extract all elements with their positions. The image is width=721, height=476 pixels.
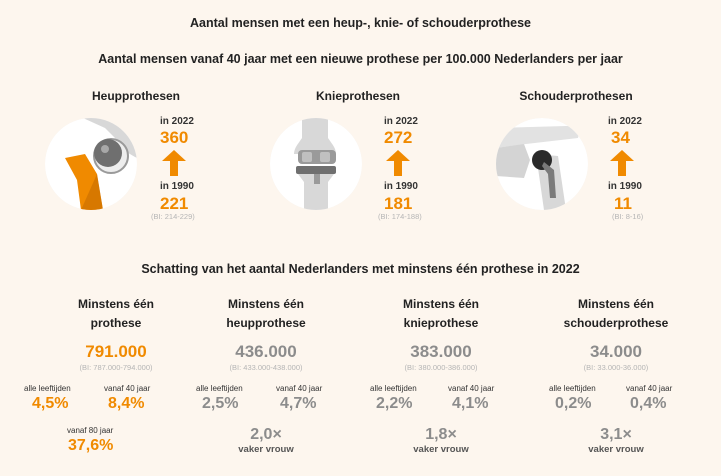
shoulder-label-2022: in 2022 xyxy=(608,116,642,127)
card-hip-title-line1: Minstens één xyxy=(227,297,305,311)
card-knee-age40-pct: 4,1% xyxy=(452,395,489,412)
card-shoulder-total: 34.000 xyxy=(590,342,642,361)
card-knee-times-label: vaker vrouw xyxy=(413,444,469,455)
card-shoulder-all-ages-label: alle leeftijden xyxy=(549,384,596,393)
shoulder-arrow-up-icon xyxy=(610,150,634,176)
card-hip-age40-pct: 4,7% xyxy=(280,395,317,412)
knee-arrow-up-icon xyxy=(386,150,410,176)
card-hip-times-label: vaker vrouw xyxy=(238,444,294,455)
page-title: Aantal mensen met een heup-, knie- of sc… xyxy=(189,16,532,30)
card-hip-total: 436.000 xyxy=(235,342,297,361)
card-knee-title-line2: knieprothese xyxy=(403,316,479,330)
card-knee-ci: (BI: 380.000-386.000) xyxy=(404,363,478,372)
card-shoulder-all-ages-pct: 0,2% xyxy=(555,395,592,412)
hip-joint-icon xyxy=(45,118,137,210)
hip-value-1990: 221 xyxy=(160,194,189,213)
hip-label-1990: in 1990 xyxy=(160,181,194,192)
card-knee-all-ages-pct: 2,2% xyxy=(376,395,413,412)
knee-ci-1990: (BI: 174-188) xyxy=(378,212,422,221)
card-shoulder-age40-pct: 0,4% xyxy=(630,395,667,412)
card-hip-all-ages-label: alle leeftijden xyxy=(196,384,243,393)
card-knee-title-line1: Minstens één xyxy=(402,297,480,311)
card-knee-age40-label: vanaf 40 jaar xyxy=(448,384,495,393)
shoulder-label-1990: in 1990 xyxy=(608,181,642,192)
card-any-total: 791.000 xyxy=(85,342,147,361)
shoulder-ci-1990: (BI: 8-16) xyxy=(612,212,644,221)
card-any-title-line2: prothese xyxy=(90,316,142,330)
card-shoulder-age40-label: vanaf 40 jaar xyxy=(626,384,673,393)
card-knee-times: 1,8× xyxy=(425,426,457,443)
shoulder-value-1990: 11 xyxy=(614,194,632,213)
knee-joint-icon xyxy=(270,118,362,210)
card-hip-ci: (BI: 433.000-438.000) xyxy=(229,363,303,372)
shoulder-value-2022: 34 xyxy=(611,128,630,147)
knee-value-1990: 181 xyxy=(384,194,413,213)
card-any-all-ages-pct: 4,5% xyxy=(32,395,69,412)
card-any-age40-label: vanaf 40 jaar xyxy=(104,384,151,393)
page-subtitle: Aantal mensen vanaf 40 jaar met een nieu… xyxy=(98,52,623,66)
card-shoulder-times-label: vaker vrouw xyxy=(588,444,644,455)
hip-ci-1990: (BI: 214-229) xyxy=(151,212,195,221)
knee-label-2022: in 2022 xyxy=(384,116,418,127)
card-hip-times: 2,0× xyxy=(250,426,282,443)
card-any-age40-pct: 8,4% xyxy=(108,395,145,412)
knee-label-1990: in 1990 xyxy=(384,181,418,192)
card-any-age80-pct: 37,6% xyxy=(68,437,114,454)
card-shoulder-times: 3,1× xyxy=(600,426,632,443)
card-any-ci: (BI: 787.000-794.000) xyxy=(79,363,153,372)
card-hip-all-ages-pct: 2,5% xyxy=(202,395,239,412)
hip-column-title: Heupprothesen xyxy=(91,89,180,103)
estimate-title: Schatting van het aantal Nederlanders me… xyxy=(141,262,580,276)
card-knee-total: 383.000 xyxy=(410,342,472,361)
shoulder-joint-icon xyxy=(496,118,588,210)
hip-arrow-up-icon xyxy=(162,150,186,176)
card-any-all-ages-label: alle leeftijden xyxy=(24,384,71,393)
card-hip-title-line2: heupprothese xyxy=(226,316,306,330)
card-knee-all-ages-label: alle leeftijden xyxy=(370,384,417,393)
card-hip-age40-label: vanaf 40 jaar xyxy=(276,384,323,393)
card-shoulder-title-line2: schouderprothese xyxy=(563,316,669,330)
knee-column-title: Knieprothesen xyxy=(315,89,400,103)
card-any-title-line1: Minstens één xyxy=(77,297,155,311)
shoulder-column-title: Schouderprothesen xyxy=(519,89,633,103)
knee-value-2022: 272 xyxy=(384,128,413,147)
card-shoulder-ci: (BI: 33.000-36.000) xyxy=(583,363,649,372)
hip-label-2022: in 2022 xyxy=(160,116,194,127)
card-any-age80-label: vanaf 80 jaar xyxy=(67,426,114,435)
hip-value-2022: 360 xyxy=(160,128,189,147)
card-shoulder-title-line1: Minstens één xyxy=(577,297,655,311)
